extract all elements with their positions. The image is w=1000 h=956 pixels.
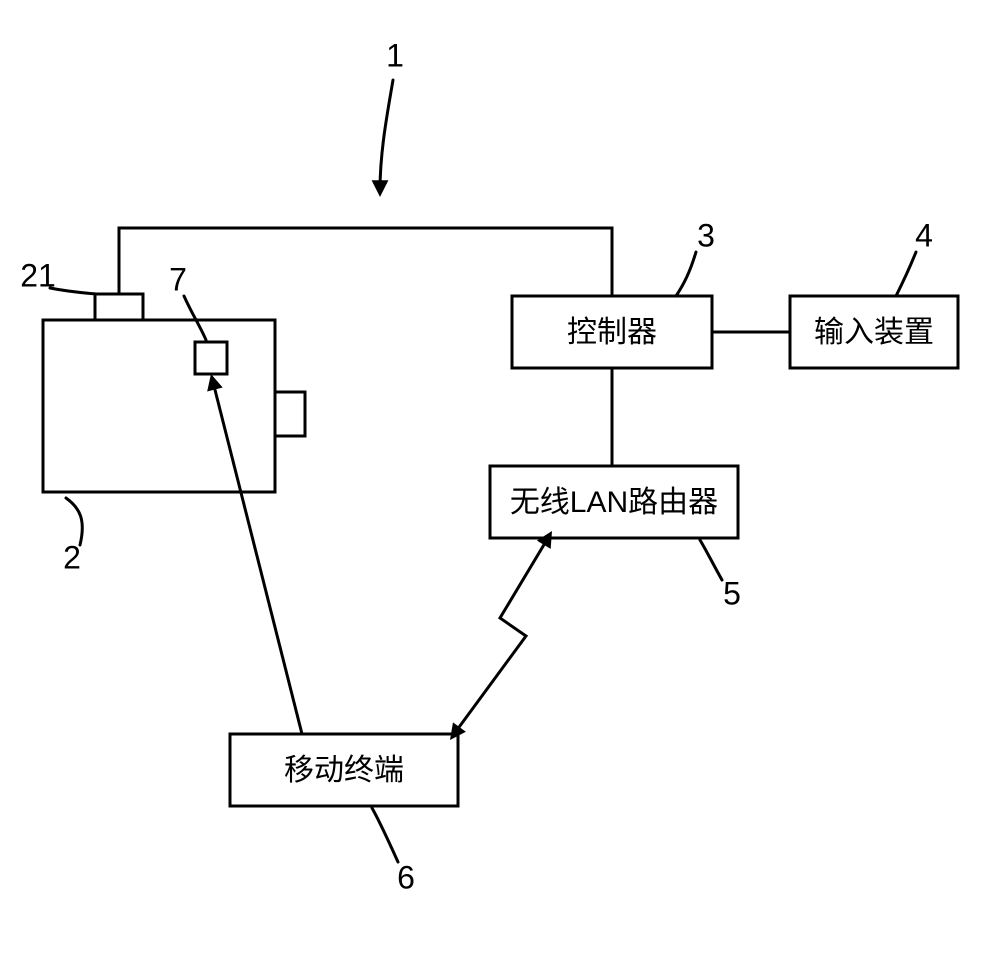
ref-number-3: 3 xyxy=(697,217,715,253)
leader-2 xyxy=(66,498,82,545)
ref-number-4: 4 xyxy=(915,217,933,253)
ref-number-21: 21 xyxy=(20,257,56,293)
ref-number-1: 1 xyxy=(386,37,404,73)
leader-21 xyxy=(50,288,96,294)
ref-number-5: 5 xyxy=(723,575,741,611)
router-label: 无线LAN路由器 xyxy=(510,486,718,519)
leader-7 xyxy=(184,296,206,340)
ref-number-6: 6 xyxy=(397,859,415,895)
machine-port xyxy=(95,294,143,320)
system-block-diagram: 控制器 输入装置无线LAN路由器移动终端 1 2 3 4 5 6 7 21 xyxy=(0,0,1000,956)
machine-spindle xyxy=(275,392,305,436)
sensor-box xyxy=(195,342,227,374)
arrowhead xyxy=(207,374,223,391)
ref-number-2: 2 xyxy=(63,539,81,575)
leader-5 xyxy=(700,540,722,580)
controller-label: 控制器 xyxy=(567,316,657,349)
edge-router-terminal xyxy=(454,538,548,734)
arrowhead xyxy=(372,180,389,197)
edge-port_top-controller_top xyxy=(119,228,612,296)
leader-3 xyxy=(676,252,696,296)
machine-box xyxy=(43,320,275,492)
ref-number-7: 7 xyxy=(169,261,187,297)
terminal-label: 移动终端 xyxy=(284,754,404,787)
leader-6 xyxy=(372,808,398,862)
edge-terminal-sensor xyxy=(212,378,302,734)
leader-1 xyxy=(380,80,393,190)
input-device-label: 输入装置 xyxy=(814,316,934,349)
leader-4 xyxy=(896,252,916,296)
